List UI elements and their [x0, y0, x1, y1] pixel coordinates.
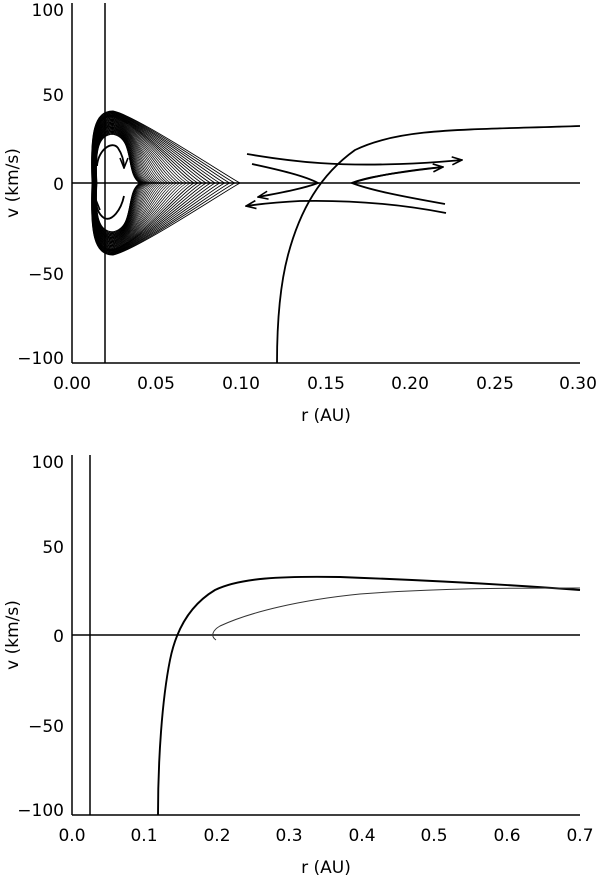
- bottom-thin-curve: [212, 587, 581, 641]
- bottom-xtick-2: 0.2: [203, 826, 230, 846]
- bottom-ytick-100: 100: [32, 453, 64, 473]
- orbit-loop: [91, 110, 241, 256]
- orbit-loop: [95, 128, 145, 238]
- top-xtick-2: 0.10: [222, 374, 260, 394]
- orbit-loop: [91, 112, 226, 254]
- orbit-loop: [91, 114, 208, 252]
- orbit-loop: [94, 125, 152, 241]
- top-ytick-neg50: −50: [28, 265, 64, 285]
- bottom-xtick-1: 0.1: [130, 826, 157, 846]
- orbit-loop: [94, 124, 156, 242]
- bottom-xtick-3: 0.3: [275, 826, 302, 846]
- orbit-loop: [94, 126, 151, 240]
- top-y-axis-label: v (km/s): [3, 148, 23, 218]
- bottom-ytick-50: 50: [42, 538, 64, 558]
- top-critical-curve: [276, 125, 581, 364]
- orbit-loop: [91, 113, 212, 253]
- orbit-loop: [94, 124, 154, 242]
- top-xtick-3: 0.15: [307, 374, 345, 394]
- top-xtick-4: 0.20: [391, 374, 429, 394]
- orbit-loop: [94, 127, 147, 239]
- orbit-loop: [93, 122, 164, 244]
- bottom-xtick-5: 0.5: [420, 826, 447, 846]
- bottom-xtick-4: 0.4: [348, 826, 375, 846]
- bottom-ytick-neg50: −50: [28, 717, 64, 737]
- orbit-loop: [92, 116, 196, 250]
- orbit-loop: [94, 128, 146, 238]
- orbit-loop: [94, 126, 149, 240]
- orbit-loop: [93, 120, 172, 246]
- bottom-xtick-0: 0.0: [58, 826, 85, 846]
- orbit-loop: [92, 118, 184, 248]
- bottom-y-axis-label: v (km/s): [3, 600, 23, 670]
- orbit-loop: [93, 119, 175, 247]
- bottom-xtick-7: 0.7: [566, 826, 593, 846]
- orbit-loop: [93, 122, 162, 244]
- bottom-xtick-6: 0.6: [493, 826, 520, 846]
- orbit-loop: [95, 129, 144, 237]
- top-inner-arrow-lower: [96, 195, 125, 220]
- bottom-thick-curve: [157, 575, 581, 816]
- top-ytick-100: 100: [32, 1, 64, 21]
- top-plot: 100 50 0 −50 −100 0.00 0.05 0.10 0.15 0.…: [3, 1, 597, 426]
- bottom-ytick-neg100: −100: [17, 801, 64, 821]
- orbit-loop: [91, 111, 231, 255]
- top-ytick-neg100: −100: [17, 349, 64, 369]
- top-xtick-6: 0.30: [559, 374, 597, 394]
- orbit-loop: [92, 117, 188, 249]
- top-ytick-0: 0: [53, 175, 64, 195]
- bottom-x-axis-label: r (AU): [301, 858, 351, 878]
- top-x-axis-label: r (AU): [301, 406, 351, 426]
- top-separatrix-trajectories: [246, 153, 462, 214]
- orbit-loop: [93, 120, 169, 246]
- top-xtick-5: 0.25: [476, 374, 514, 394]
- orbit-loop: [91, 113, 217, 253]
- orbit-loop: [92, 116, 192, 250]
- orbit-loop: [92, 115, 199, 251]
- top-ytick-50: 50: [42, 86, 64, 106]
- top-nested-orbit-loops: [91, 110, 241, 256]
- top-xtick-0: 0.00: [53, 374, 91, 394]
- orbit-loop: [93, 121, 167, 245]
- bottom-plot: 100 50 0 −50 −100 0.0 0.1 0.2 0.3 0.4 0.…: [3, 453, 594, 878]
- bottom-ytick-0: 0: [53, 627, 64, 647]
- orbit-loop: [91, 111, 236, 255]
- orbit-loop: [94, 127, 148, 239]
- top-xtick-1: 0.05: [137, 374, 175, 394]
- orbit-loop: [94, 123, 158, 243]
- orbit-loop: [93, 123, 160, 243]
- orbit-loop: [92, 115, 203, 251]
- orbit-loop: [91, 112, 221, 254]
- top-inner-arrow-upper: [96, 144, 124, 168]
